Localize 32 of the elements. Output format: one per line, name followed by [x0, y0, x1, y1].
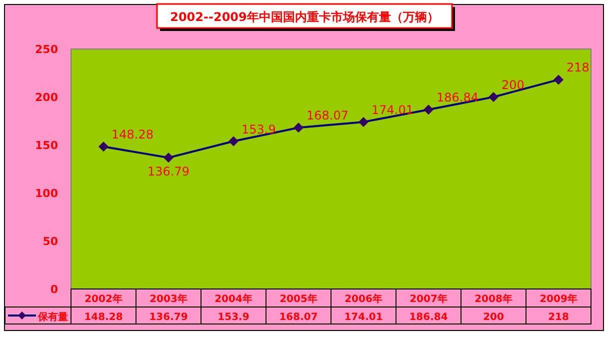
text: 136.79 [149, 312, 188, 323]
x-tick-label: 2009年 [540, 293, 578, 305]
data-label: 153.9 [242, 122, 276, 136]
text: 218 [548, 312, 569, 323]
data-label: 200 [502, 78, 524, 92]
y-tick-label: 0 [50, 283, 58, 296]
x-tick-label: 2006年 [344, 293, 382, 305]
legend-label: 保有量 [37, 311, 68, 323]
x-tick-label: 2002年 [84, 293, 122, 305]
text: 168.07 [279, 312, 318, 323]
data-label: 168.07 [306, 108, 348, 123]
data-label: 174.01 [372, 102, 414, 117]
y-tick-label: 150 [35, 139, 58, 152]
text: 200 [483, 312, 504, 323]
y-tick-label: 100 [35, 187, 58, 200]
x-tick-label: 2008年 [474, 293, 512, 305]
x-tick-label: 2005年 [280, 293, 318, 305]
text: 186.84 [409, 312, 448, 323]
y-tick-label: 250 [35, 43, 58, 56]
y-tick-label: 200 [35, 91, 58, 104]
data-label: 218 [566, 60, 590, 75]
y-tick-label: 50 [42, 235, 58, 248]
x-tick-label: 2003年 [150, 293, 188, 305]
text: 153.9 [218, 312, 250, 323]
data-label: 186.84 [436, 90, 478, 105]
x-tick-label: 2007年 [410, 293, 448, 305]
x-tick-label: 2004年 [214, 293, 252, 305]
text: 174.01 [344, 312, 383, 323]
chart-title: 2002--2009年中国国内重卡市场保有量（万辆） [170, 10, 439, 24]
data-label: 148.28 [112, 128, 154, 142]
text: 148.28 [84, 312, 123, 323]
data-label: 136.79 [148, 164, 190, 179]
